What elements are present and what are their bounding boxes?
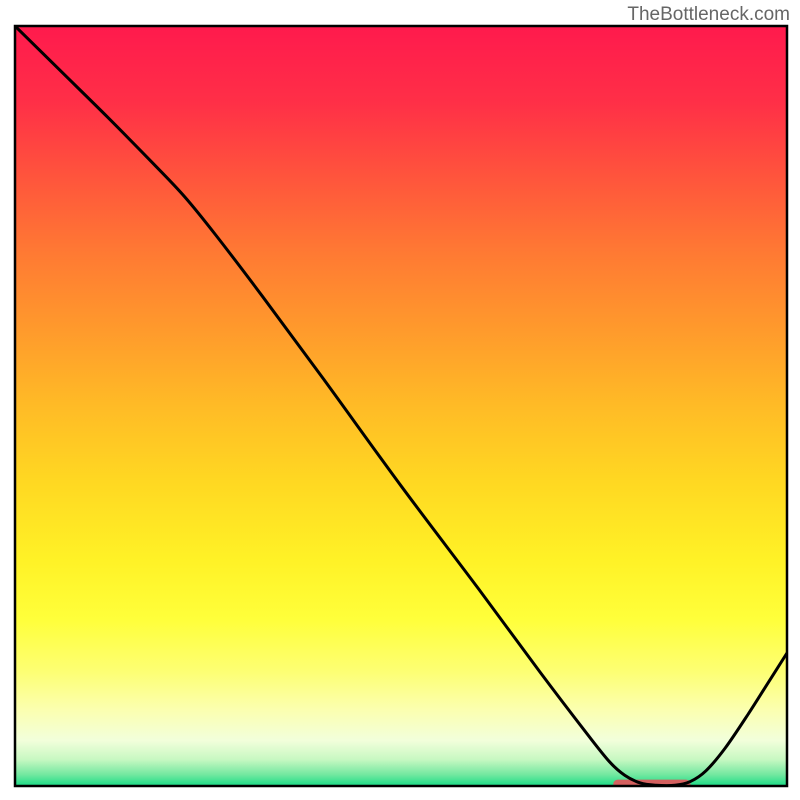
- watermark-text: TheBottleneck.com: [627, 4, 790, 26]
- bottleneck-chart: [0, 0, 800, 800]
